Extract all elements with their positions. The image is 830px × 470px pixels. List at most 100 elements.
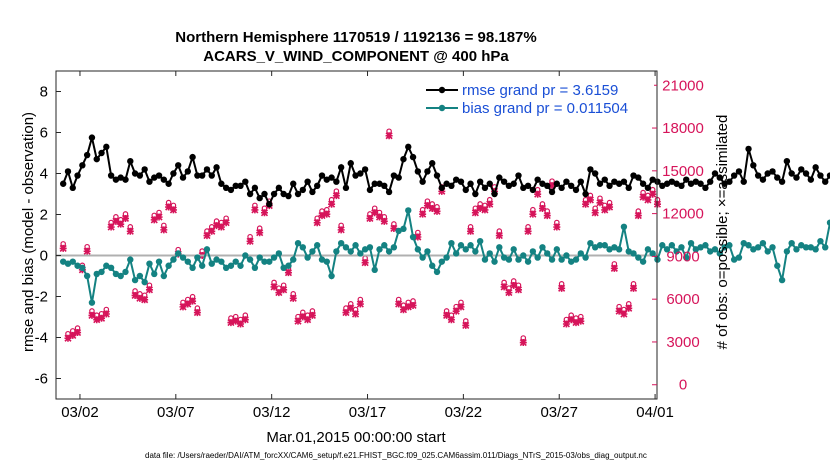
rmse-point xyxy=(740,178,747,185)
bias-point xyxy=(644,246,652,253)
bias-point xyxy=(222,264,230,271)
rmse-point xyxy=(635,174,642,181)
bias-point xyxy=(822,244,829,251)
rmse-point xyxy=(93,155,100,163)
bias-point xyxy=(318,256,326,263)
bias-point xyxy=(659,242,666,249)
bias-point xyxy=(93,270,100,278)
rmse-point xyxy=(160,176,168,183)
obs-assimilated-marker xyxy=(351,310,360,318)
bias-point xyxy=(294,240,302,247)
rmse-point xyxy=(687,180,695,187)
bias-point xyxy=(59,258,67,265)
bias-point xyxy=(452,250,460,257)
obs-assimilated-marker xyxy=(107,223,115,231)
rmse-point xyxy=(131,170,139,177)
rmse-point xyxy=(88,134,96,141)
obs-assimilated-marker xyxy=(591,209,599,217)
obs-marker xyxy=(558,281,566,292)
rmse-point xyxy=(462,186,469,194)
rmse-point xyxy=(309,188,316,196)
bias-point xyxy=(601,242,608,249)
bias-point xyxy=(443,254,450,261)
rmse-point xyxy=(817,172,824,179)
y-right-tick-label: 0 xyxy=(679,377,687,394)
obs-marker xyxy=(251,202,259,214)
bias-point xyxy=(558,256,565,263)
bias-point xyxy=(79,264,86,271)
bias-point xyxy=(280,264,287,271)
obs-assimilated-marker xyxy=(217,223,225,231)
rmse-point xyxy=(175,162,182,169)
obs-assimilated-marker xyxy=(543,212,551,220)
rmse-point xyxy=(266,201,273,208)
rmse-point xyxy=(697,180,704,187)
rmse-point xyxy=(323,176,330,183)
bias-point xyxy=(582,254,589,261)
rmse-point xyxy=(328,174,335,181)
rmse-point xyxy=(151,174,158,181)
bias-point xyxy=(615,246,623,253)
bias-point xyxy=(730,256,738,263)
obs-assimilated-marker xyxy=(294,317,302,325)
bias-point xyxy=(769,244,776,251)
bias-point xyxy=(242,252,249,259)
rmse-point xyxy=(591,170,599,177)
bias-point xyxy=(64,260,72,267)
bias-point xyxy=(692,246,700,253)
obs-marker xyxy=(605,199,614,211)
obs-assimilated-marker xyxy=(466,227,475,235)
obs-marker xyxy=(83,243,91,255)
obs-marker xyxy=(256,225,264,237)
obs-marker xyxy=(131,288,139,300)
obs-assimilated-marker xyxy=(548,182,556,190)
rmse-point xyxy=(639,180,647,187)
obs-assimilated-marker xyxy=(313,219,321,227)
bias-point xyxy=(414,246,422,253)
bias-point xyxy=(673,248,680,255)
rmse-point xyxy=(414,168,422,175)
bias-point xyxy=(299,244,307,251)
rmse-point xyxy=(601,176,608,183)
rmse-point xyxy=(376,180,383,187)
rmse-point xyxy=(112,176,120,183)
obs-marker xyxy=(88,308,96,320)
bias-point xyxy=(337,240,345,247)
bias-point xyxy=(424,248,431,255)
obs-assimilated-marker xyxy=(634,212,642,220)
rmse-point xyxy=(711,170,719,177)
bias-point xyxy=(548,256,556,263)
obs-marker xyxy=(462,318,470,329)
x-tick-label: 03/02 xyxy=(61,404,99,421)
bias-point xyxy=(500,254,508,261)
obs-assimilated-marker xyxy=(582,200,590,208)
rmse-point xyxy=(232,182,239,189)
rmse-point xyxy=(189,153,196,161)
rmse-point xyxy=(764,170,771,177)
obs-assimilated-marker xyxy=(572,318,580,327)
obs-assimilated-marker xyxy=(385,132,393,140)
bias-point xyxy=(472,248,479,255)
rmse-point xyxy=(141,166,148,173)
x-tick-label: 03/12 xyxy=(253,404,291,421)
rmse-point xyxy=(822,178,829,185)
obs-assimilated-marker xyxy=(500,283,508,291)
obs-marker xyxy=(356,296,364,308)
bias-point xyxy=(103,262,110,269)
legend: rmse grand pr = 3.6159 bias grand pr = 0… xyxy=(422,77,654,121)
rmse-point xyxy=(314,182,321,189)
rmse-point xyxy=(122,176,129,183)
bias-point xyxy=(486,250,493,257)
obs-assimilated-marker xyxy=(428,204,436,213)
legend-bias-label: bias grand pr = 0.011504 xyxy=(462,100,628,117)
bias-point xyxy=(481,256,489,263)
bias-point xyxy=(117,272,124,280)
obs-marker xyxy=(625,301,633,312)
rmse-point xyxy=(457,178,465,185)
obs-assimilated-marker xyxy=(409,301,417,310)
obs-assimilated-marker xyxy=(505,289,513,297)
obs-assimilated-marker xyxy=(371,209,379,217)
bias-point xyxy=(429,262,436,269)
rmse-point xyxy=(251,184,259,192)
obs-assimilated-marker xyxy=(457,303,465,311)
